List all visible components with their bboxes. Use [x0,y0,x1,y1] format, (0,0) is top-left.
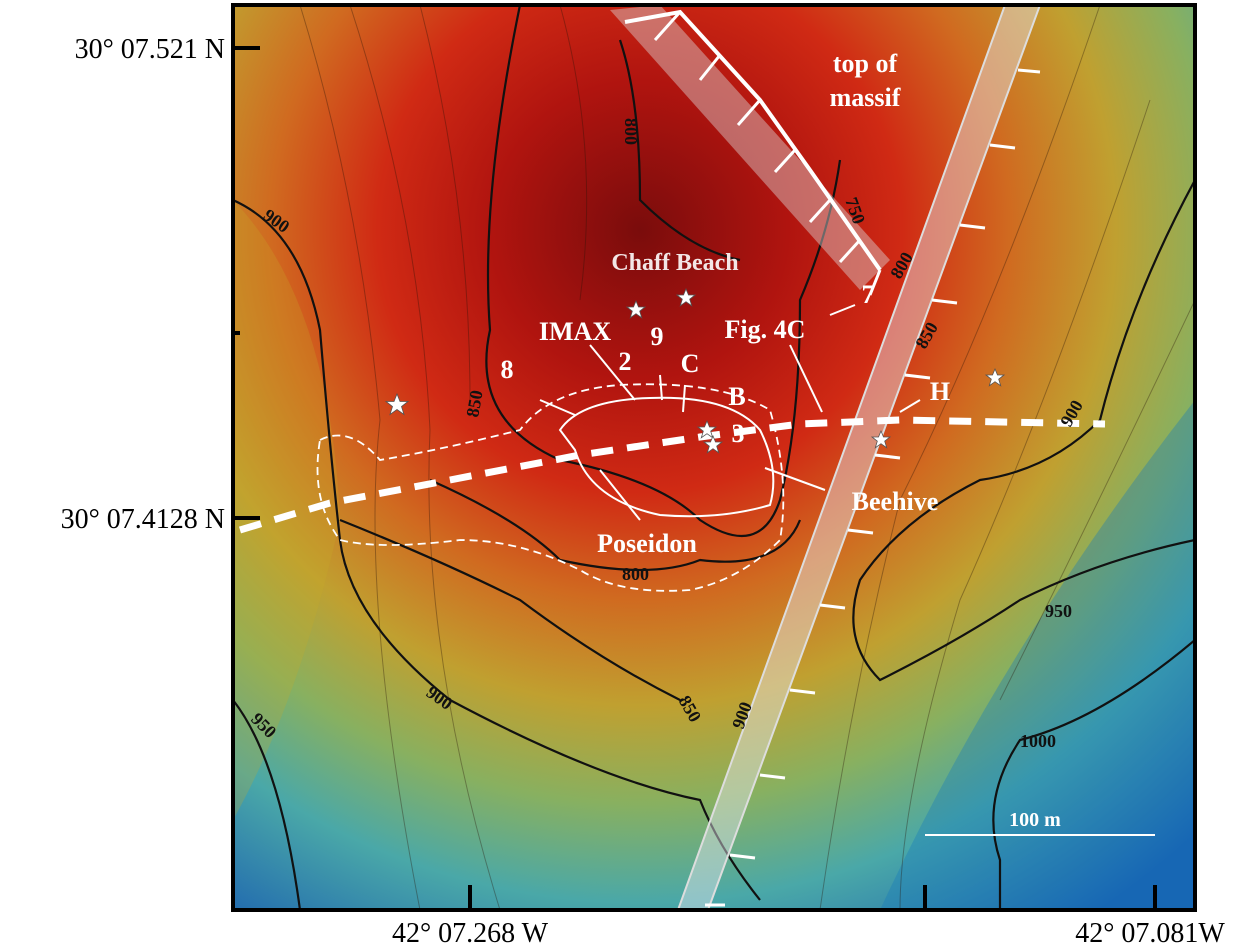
latitude-label: 30° 07.521 N [75,34,225,65]
longitude-label: 42° 07.268 W [392,918,549,949]
contour-label: 950 [1045,601,1072,621]
contour-label: 1000 [1020,731,1056,751]
annotation: Fig. 4C [725,315,806,344]
map-figure: 800 750 800 850 900 850 900 950 1000 800… [0,0,1251,951]
annotation: H [930,377,950,406]
annotation: B [728,382,745,411]
annotation: Beehive [852,487,939,516]
annotation: C [681,349,700,378]
contour-label: 800 [622,564,649,584]
annotation: massif [830,83,901,112]
annotation: 7 [862,280,875,309]
annotation: 3 [732,419,745,448]
annotation: Poseidon [597,529,697,558]
annotation: 8 [501,355,514,384]
scale-label: 100 m [1009,809,1061,831]
longitude-label: 42° 07.081W [1075,918,1225,949]
contour-label: 800 [621,118,641,145]
annotation: 2 [619,347,632,376]
annotation: 9 [651,322,664,351]
map-area: 800 750 800 850 900 850 900 950 1000 800… [233,5,1195,910]
latitude-label: 30° 07.4128 N [61,504,225,535]
annotation: IMAX [539,317,611,346]
annotation: top of [833,49,898,78]
annotation: Chaff Beach [611,250,738,276]
